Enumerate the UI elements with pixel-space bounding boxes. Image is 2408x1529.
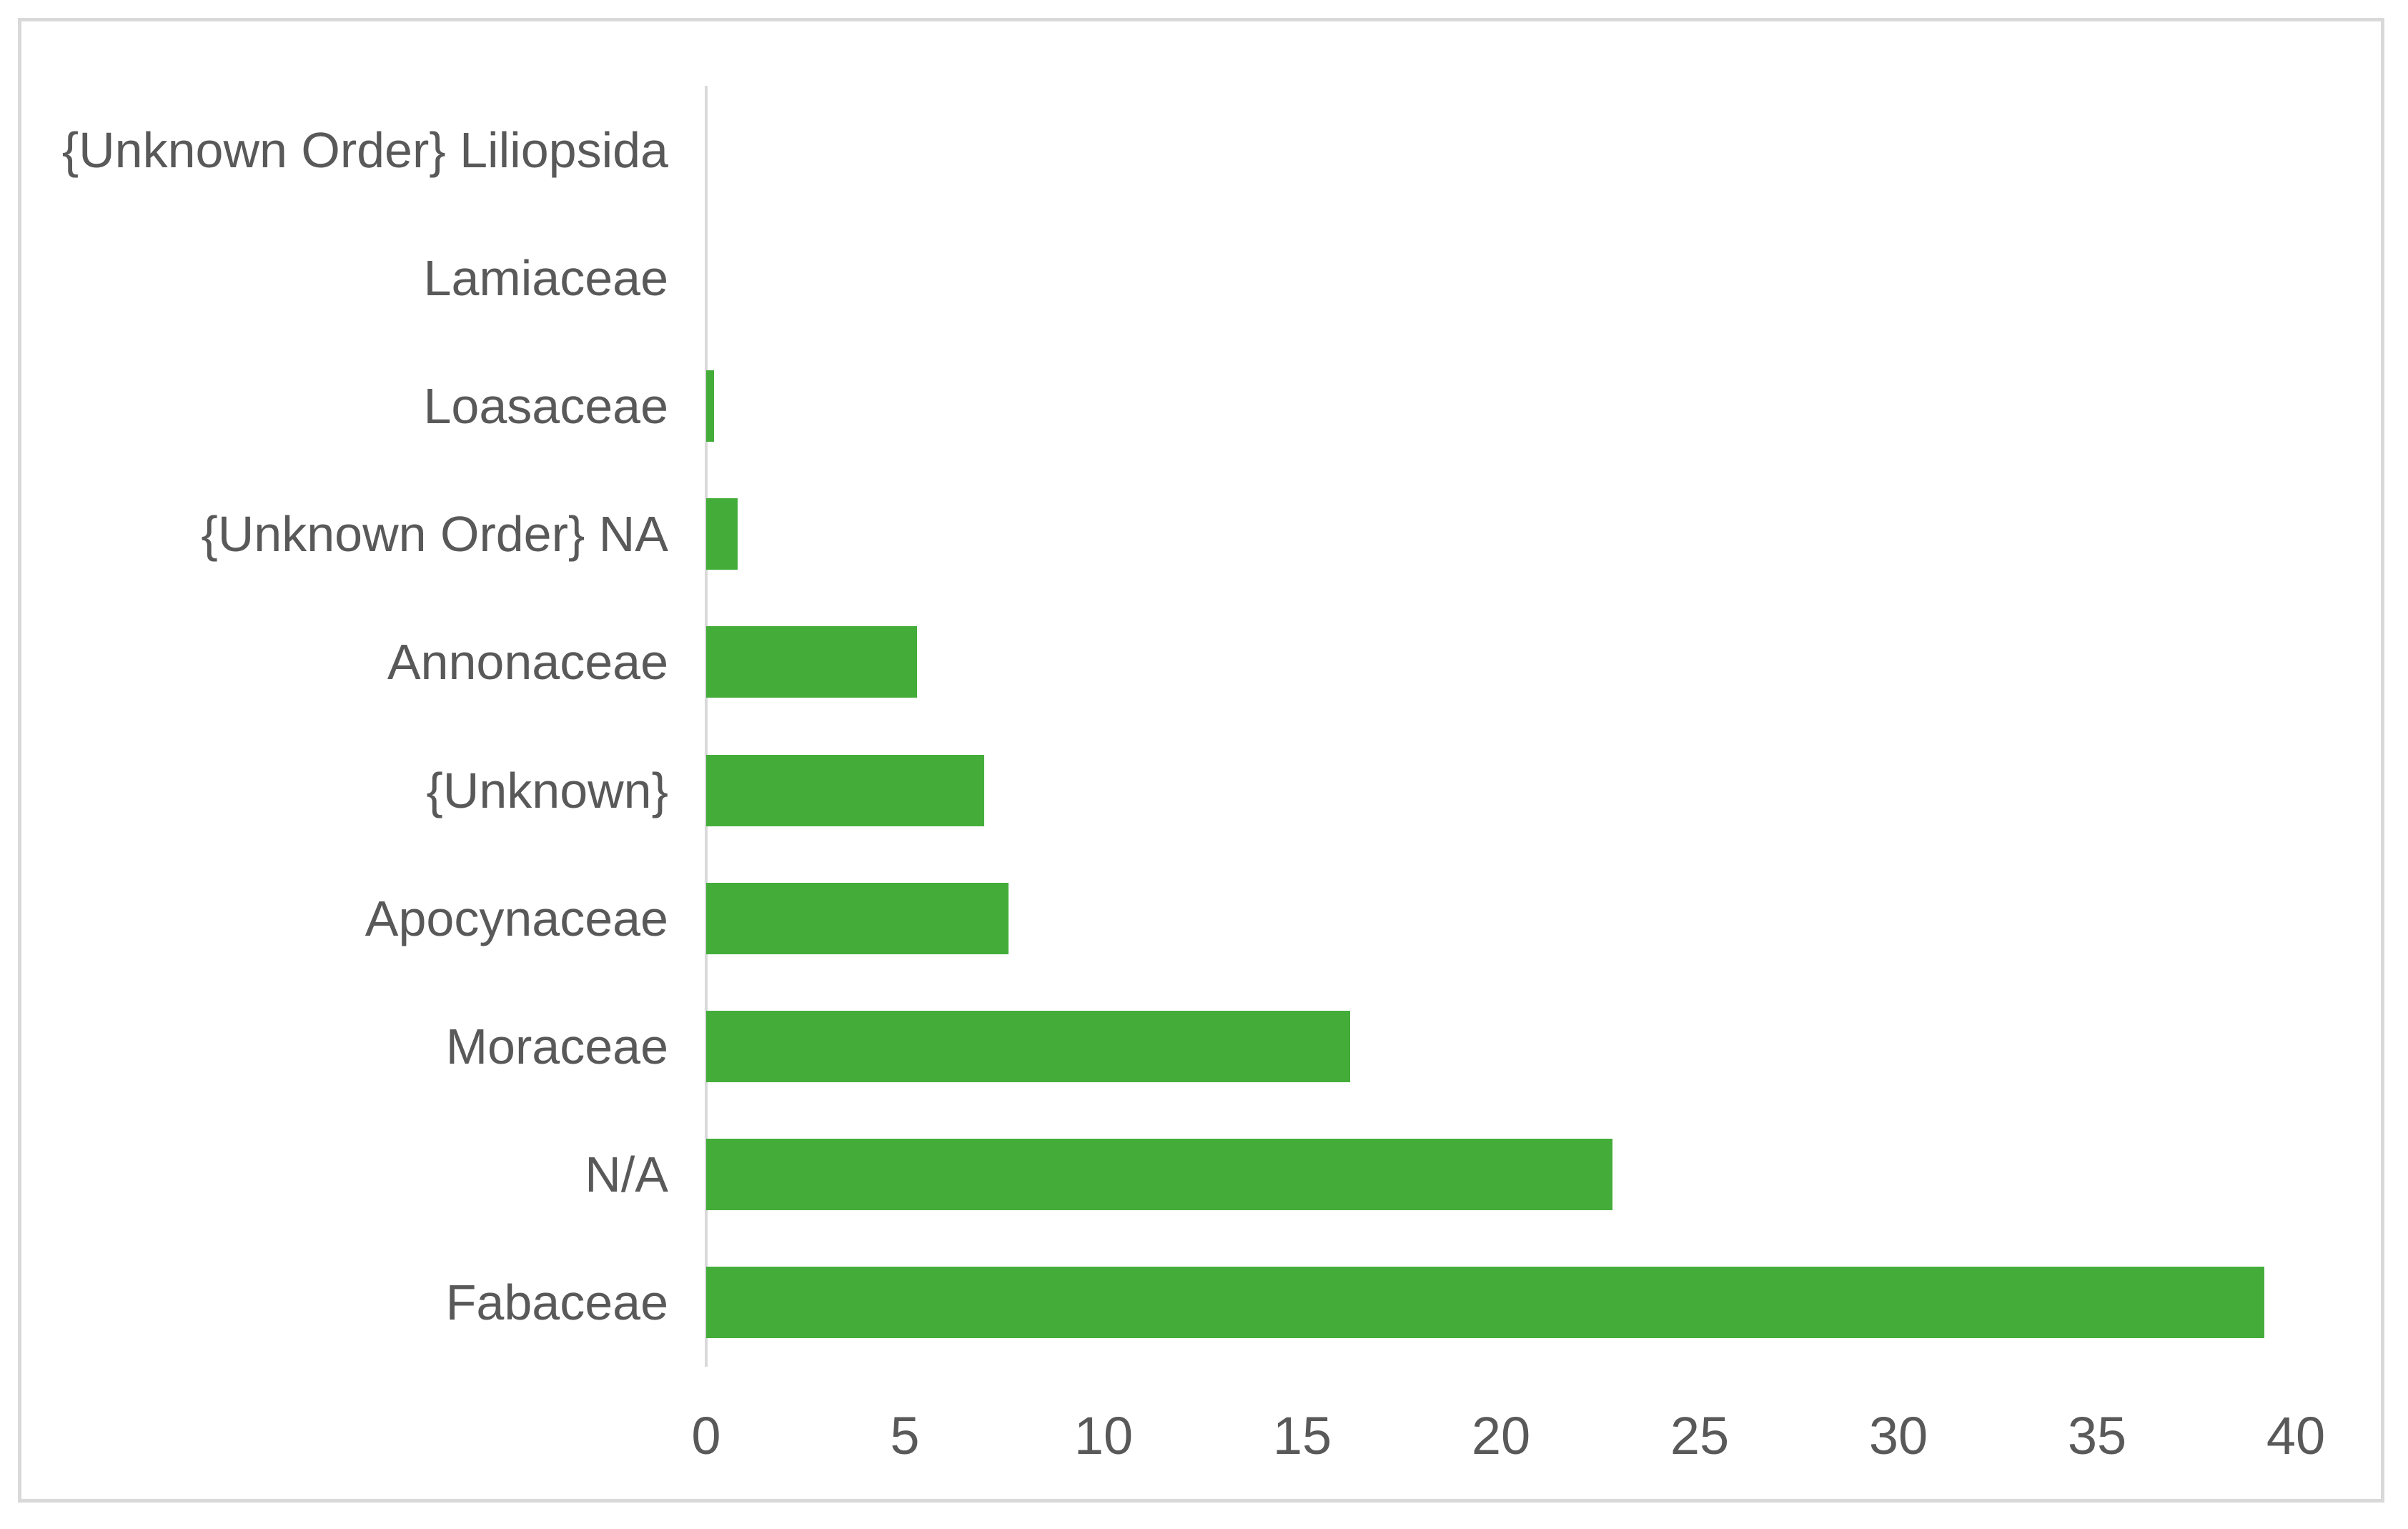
category-label-loasaceae: Loasaceae [423, 377, 668, 434]
x-tick-5: 5 [890, 1406, 920, 1465]
category-label-apocynaceae: Apocynaceae [365, 890, 668, 946]
x-tick-0: 0 [691, 1406, 721, 1465]
category-label-annonaceae: Annonaceae [387, 634, 668, 691]
category-label-unknown-order-liliopsida: {Unknown Order} Liliopsida [61, 122, 668, 178]
x-tick-35: 35 [2067, 1406, 2127, 1465]
bar-loasaceae [706, 370, 715, 442]
bar-n-a [706, 1139, 1612, 1211]
x-tick-10: 10 [1074, 1406, 1134, 1465]
bar-annonaceae [706, 626, 917, 698]
bar-apocynaceae [706, 882, 1009, 954]
category-label-fabaceae: Fabaceae [445, 1275, 668, 1331]
y-axis-line [705, 86, 708, 1367]
x-tick-40: 40 [2266, 1406, 2326, 1465]
bar-moraceae [706, 1011, 1350, 1082]
x-tick-15: 15 [1272, 1406, 1332, 1465]
category-label-unknown-order-na: {Unknown Order} NA [201, 506, 668, 563]
category-label-n-a: N/A [585, 1147, 668, 1203]
category-label-moraceae: Moraceae [445, 1018, 668, 1074]
category-label-unknown: {Unknown} [426, 762, 668, 818]
category-label-lamiaceae: Lamiaceae [423, 249, 668, 306]
bar-fabaceae [706, 1267, 2264, 1339]
bar-unknown [706, 754, 985, 826]
x-tick-25: 25 [1670, 1406, 1730, 1465]
x-tick-30: 30 [1868, 1406, 1928, 1465]
chart-frame [18, 18, 2384, 1503]
x-tick-20: 20 [1471, 1406, 1531, 1465]
bar-unknown-order-na [706, 498, 738, 570]
